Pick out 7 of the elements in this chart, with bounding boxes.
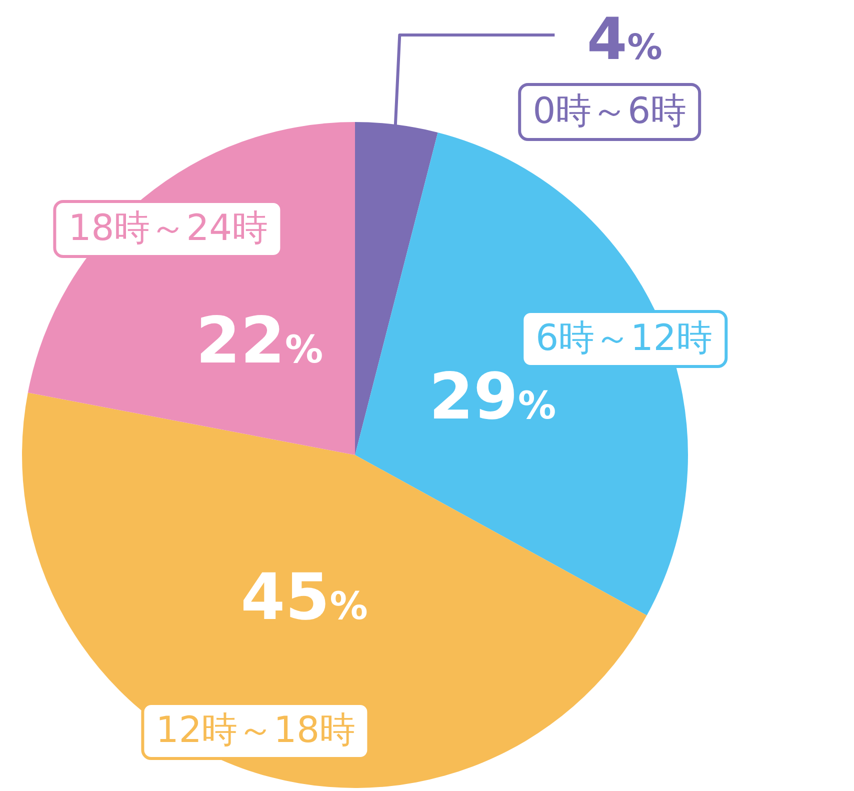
slice-label: 6時～12時 <box>520 310 728 368</box>
slice-label: 12時～18時 <box>140 702 371 760</box>
slice-label: 18時～24時 <box>53 200 284 258</box>
slice-label: 0時～6時 <box>518 83 702 141</box>
data-label: 22% <box>196 304 324 379</box>
data-label: 4% <box>586 4 662 73</box>
data-label: 45% <box>240 561 368 636</box>
